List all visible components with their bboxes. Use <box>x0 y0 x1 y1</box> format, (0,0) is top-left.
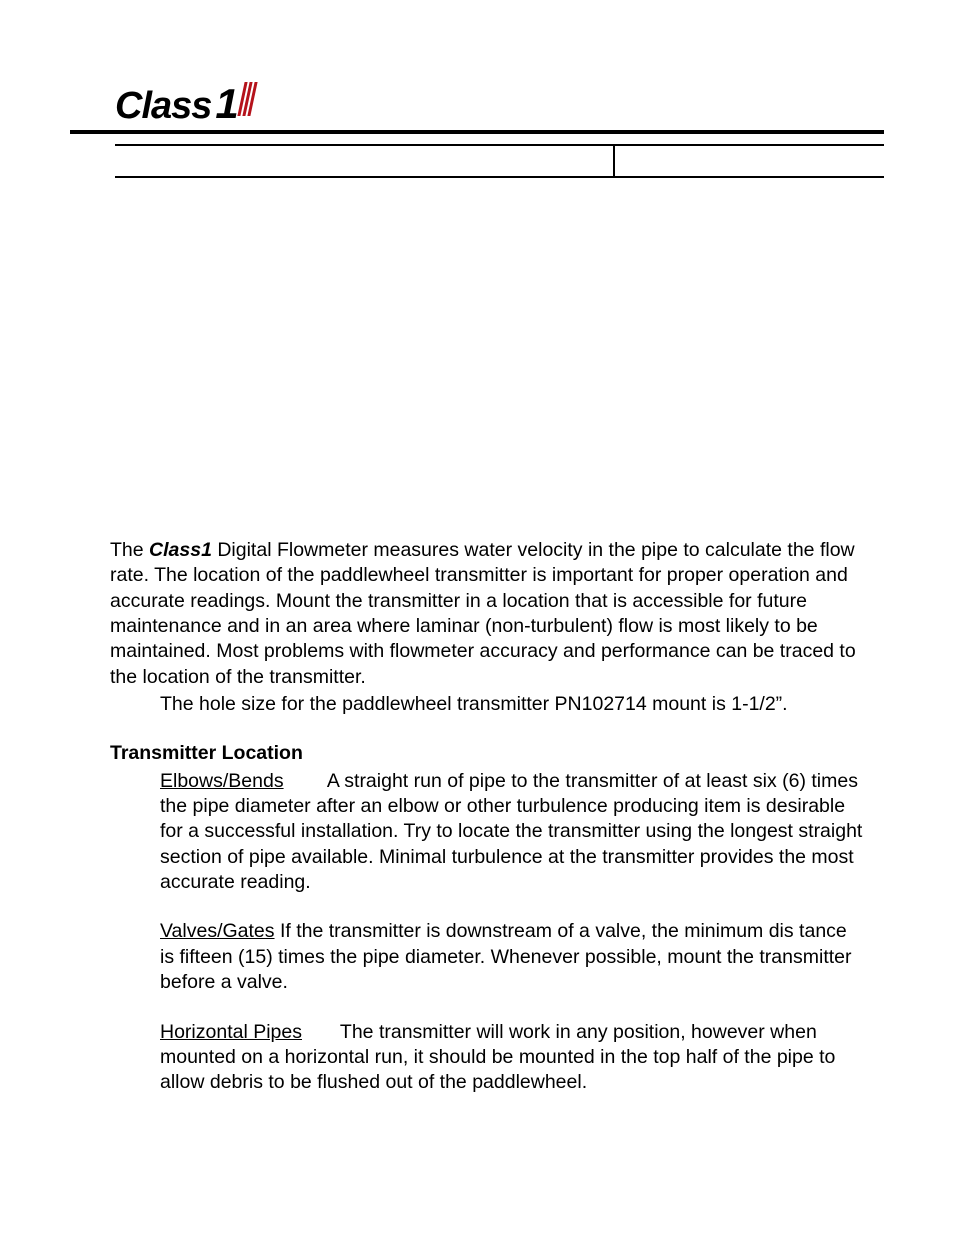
gap <box>302 1021 340 1043</box>
brand-name: Class1 <box>149 539 212 561</box>
elbows-label: Elbows/Bends <box>160 770 284 792</box>
logo-one: 1 <box>215 80 238 128</box>
logo-text: Class <box>115 85 211 128</box>
horizontal-label: Horizontal Pipes <box>160 1021 302 1043</box>
intro-the: The <box>110 539 149 561</box>
logo: Class 1 <box>115 80 254 128</box>
elbows-paragraph: Elbows/Bends A straight run of pipe to t… <box>160 769 864 896</box>
gap <box>284 770 327 792</box>
logo-stripes-icon <box>241 82 254 116</box>
header-left-cell <box>115 146 615 176</box>
horizontal-paragraph: Horizontal Pipes The transmitter will wo… <box>160 1020 864 1096</box>
header-right-cell <box>615 146 884 176</box>
intro-body: Digital Flowmeter measures water velocit… <box>110 539 856 688</box>
section-title: Transmitter Location <box>110 741 864 766</box>
content: The Class1 Digital Flowmeter measures wa… <box>70 538 884 1096</box>
valves-label: Valves/Gates <box>160 920 275 942</box>
hole-size-line: The hole size for the paddlewheel transm… <box>160 692 864 717</box>
intro-paragraph: The Class1 Digital Flowmeter measures wa… <box>110 538 864 690</box>
document-page: Class 1 The Class1 Digital Flowmeter mea… <box>0 0 954 1235</box>
valves-paragraph: Valves/Gates If the transmitter is downs… <box>160 919 864 995</box>
logo-bar: Class 1 <box>70 80 884 134</box>
header-row <box>115 144 884 178</box>
